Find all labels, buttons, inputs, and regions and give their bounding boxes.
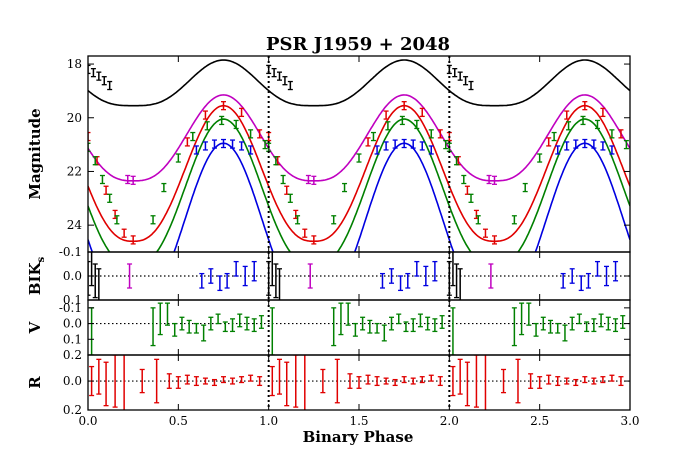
- model-curve-i: [88, 94, 630, 182]
- magnitude-ytick-label: 24: [67, 218, 83, 232]
- x-tick-label: 1.0: [259, 414, 278, 428]
- resid-r-plot-area: [88, 355, 630, 410]
- resid-r-ytick-label: 0.0: [63, 374, 82, 388]
- magnitude-ytick-label: 22: [67, 164, 82, 178]
- resid-bik-ytick-label: -0.1: [59, 245, 82, 259]
- resid-r-ytick-label: 0.2: [63, 403, 82, 417]
- x-tick-label: 3.0: [620, 414, 639, 428]
- x-tick-label: 2.0: [440, 414, 459, 428]
- resid-v-ylabel: V: [26, 321, 44, 334]
- r-residual-panel: 0.00.2R0.0 0.5 1.0 1.5 2.0 2.5 3.0: [26, 354, 640, 428]
- x-tick-label: 1.5: [349, 414, 368, 428]
- resid-bik-plot-area: [88, 252, 630, 300]
- model-curve-r: [88, 104, 630, 243]
- resid-r-ylabel: R: [26, 376, 44, 389]
- x-tick-label: 0.0: [78, 414, 97, 428]
- magnitude-panel: 18 20 22 24 Magnitude: [26, 55, 631, 253]
- model-curve-ks: [88, 59, 630, 107]
- model-curve-v: [88, 118, 630, 252]
- magnitude-ylabel: Magnitude: [26, 108, 44, 199]
- chart-title: PSR J1959 + 2048: [266, 34, 450, 55]
- resid-v-ytick-label: 0.1: [63, 332, 82, 346]
- resid-bik-ylabel: BIKs: [26, 256, 47, 295]
- resid-v-ytick-label: 0.0: [63, 317, 82, 331]
- magnitude-ytick-label: 20: [67, 111, 82, 125]
- resid-bik-ylabel-subscript: s: [36, 256, 47, 262]
- x-tick-label: 2.5: [530, 414, 549, 428]
- v-residual-panel: -0.1 0.00.1 0.2 V: [26, 299, 631, 362]
- magnitude-plot-area: [88, 59, 630, 252]
- x-tick-label: 0.5: [169, 414, 188, 428]
- resid-v-ytick-label: 0.2: [63, 348, 82, 362]
- resid-v-frame: [87, 299, 631, 356]
- x-axis-label: Binary Phase: [303, 428, 414, 446]
- resid-bik-ytick-label: 0.1: [63, 293, 82, 307]
- resid-v-ytick-label: -0.1: [59, 301, 82, 315]
- resid-bik-ytick-label: 0.0: [63, 269, 82, 283]
- bik-residual-panel: -0.1 0.0 0.1 BIKs: [26, 245, 631, 307]
- model-curve-b: [88, 142, 630, 252]
- resid-v-plot-area: [88, 302, 630, 355]
- magnitude-ytick-label: 18: [67, 57, 82, 71]
